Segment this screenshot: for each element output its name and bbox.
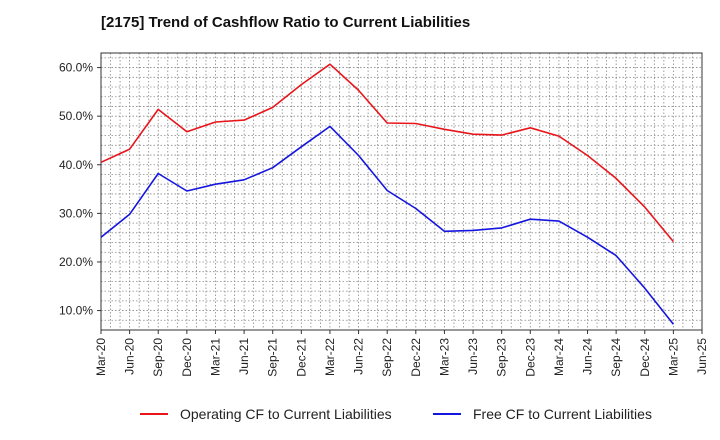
free-cf-line <box>100 125 675 325</box>
x-tick-label: Mar-23 <box>437 338 451 376</box>
x-tick-label: Sep-22 <box>380 338 394 377</box>
x-tick-label: Sep-23 <box>495 338 509 377</box>
y-tick-label: 10.0% <box>59 304 93 318</box>
y-axis-ticks: 10.0% 20.0% 30.0% 40.0% 50.0% 60.0% <box>59 61 101 318</box>
x-tick-label: Jun-24 <box>581 338 595 375</box>
y-tick-label: 20.0% <box>59 255 93 269</box>
y-tick-label: 40.0% <box>59 158 93 172</box>
x-tick-label: Mar-25 <box>666 338 680 376</box>
grid-lines <box>100 53 703 330</box>
x-tick-label: Sep-21 <box>266 338 280 377</box>
series-lines <box>100 63 675 325</box>
x-tick-label: Dec-23 <box>523 338 537 377</box>
plot-area <box>100 52 703 331</box>
legend-label: Free CF to Current Liabilities <box>473 406 652 422</box>
y-tick-label: 60.0% <box>59 61 93 75</box>
x-tick-label: Sep-24 <box>609 338 623 377</box>
chart-title: [2175] Trend of Cashflow Ratio to Curren… <box>101 14 471 31</box>
x-tick-label: Dec-21 <box>294 338 308 377</box>
x-tick-label: Jun-23 <box>466 338 480 375</box>
legend: Operating CF to Current Liabilities Free … <box>140 406 652 422</box>
x-tick-label: Sep-20 <box>151 338 165 377</box>
y-tick-label: 30.0% <box>59 206 93 220</box>
operating-cf-line <box>100 63 675 243</box>
x-tick-label: Dec-22 <box>409 338 423 377</box>
x-axis-ticks: Mar-20 Jun-20 Sep-20 Dec-20 Mar-21 Jun-21 Sep-… <box>94 330 709 377</box>
x-tick-label: Jun-20 <box>123 338 137 375</box>
legend-label: Operating CF to Current Liabilities <box>180 406 392 422</box>
x-tick-label: Mar-22 <box>323 338 337 376</box>
x-tick-label: Jun-22 <box>352 338 366 375</box>
x-tick-label: Mar-21 <box>208 338 222 376</box>
x-tick-label: Mar-20 <box>94 338 108 376</box>
x-tick-label: Jun-21 <box>237 338 251 375</box>
x-tick-label: Dec-24 <box>638 338 652 377</box>
x-tick-label: Mar-24 <box>552 338 566 376</box>
x-tick-label: Dec-20 <box>180 338 194 377</box>
y-tick-label: 50.0% <box>59 109 93 123</box>
x-tick-label: Jun-25 <box>695 338 709 375</box>
